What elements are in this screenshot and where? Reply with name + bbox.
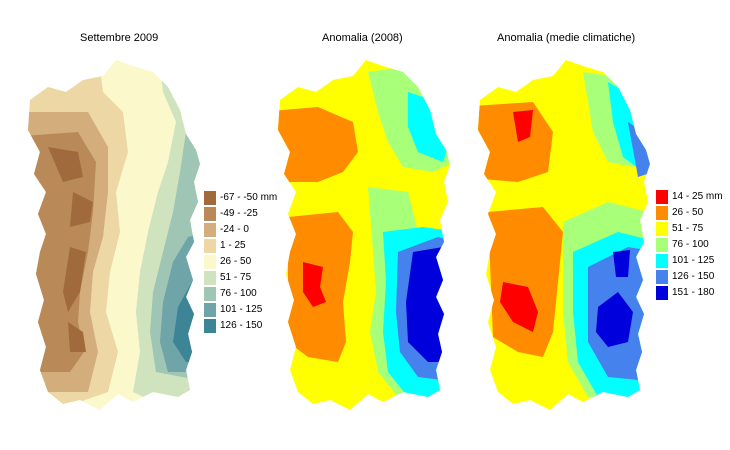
legend-swatch (204, 287, 216, 301)
legend-item: 101 - 125 (204, 302, 277, 318)
legend-item: 126 - 150 (204, 318, 277, 334)
legend-swatch (204, 207, 216, 221)
legend-label: 76 - 100 (672, 239, 709, 250)
legend-item: 126 - 150 (656, 269, 723, 285)
legend-swatch (204, 191, 216, 205)
legend-label: 51 - 75 (672, 223, 704, 234)
legend-item: 151 - 180 (656, 285, 723, 301)
legend-swatch (204, 271, 216, 285)
legend-anomaly: 14 - 25 mm 26 - 50 51 - 75 76 - 100 101 - 12… (656, 189, 723, 301)
legend-swatch (204, 303, 216, 317)
legend-label: 26 - 50 (672, 207, 704, 218)
legend-item: 76 - 100 (656, 237, 723, 253)
map-settembre-2009 (28, 60, 200, 410)
legend-label: 51 - 75 (220, 272, 252, 283)
legend-item: 51 - 75 (656, 221, 723, 237)
legend-label: 151 - 180 (672, 287, 715, 298)
legend-item: -49 - -25 (204, 206, 277, 222)
legend-label: -67 - -50 mm (220, 192, 278, 203)
legend-label: 101 - 125 (672, 255, 715, 266)
legend-item: 1 - 25 (204, 238, 277, 254)
legend-swatch (204, 319, 216, 333)
map-anomalia-medie-climatiche (478, 60, 650, 410)
legend-item: -67 - -50 mm (204, 190, 277, 206)
legend-swatch (204, 255, 216, 269)
map3-title: Anomalia (medie climatiche) (497, 32, 636, 44)
legend-label: 26 - 50 (220, 256, 252, 267)
legend-item: 101 - 125 (656, 253, 723, 269)
legend-label: 126 - 150 (672, 271, 715, 282)
map2-title: Anomalia (2008) (322, 32, 403, 44)
legend-label: 76 - 100 (220, 288, 257, 299)
legend-item: -24 - 0 (204, 222, 277, 238)
legend-item: 26 - 50 (204, 254, 277, 270)
legend-label: 14 - 25 mm (672, 191, 723, 202)
legend-swatch (656, 238, 668, 252)
legend-label: 126 - 150 (220, 320, 263, 331)
legend-swatch (204, 239, 216, 253)
legend-swatch (656, 190, 668, 204)
legend-swatch (656, 206, 668, 220)
legend-label: -49 - -25 (220, 208, 258, 219)
map1-title: Settembre 2009 (80, 32, 159, 44)
legend-label: 101 - 125 (220, 304, 263, 315)
legend-item: 14 - 25 mm (656, 189, 723, 205)
legend-label: 1 - 25 (220, 240, 246, 251)
legend-swatch (656, 270, 668, 284)
legend-precipitation: -67 - -50 mm -49 - -25 -24 - 0 1 - 25 26 - 5… (204, 190, 277, 334)
legend-swatch (204, 223, 216, 237)
legend-item: 76 - 100 (204, 286, 277, 302)
map-anomalia-2008 (278, 60, 450, 410)
legend-item: 51 - 75 (204, 270, 277, 286)
legend-swatch (656, 222, 668, 236)
legend-label: -24 - 0 (220, 224, 249, 235)
legend-swatch (656, 286, 668, 300)
legend-swatch (656, 254, 668, 268)
legend-item: 26 - 50 (656, 205, 723, 221)
